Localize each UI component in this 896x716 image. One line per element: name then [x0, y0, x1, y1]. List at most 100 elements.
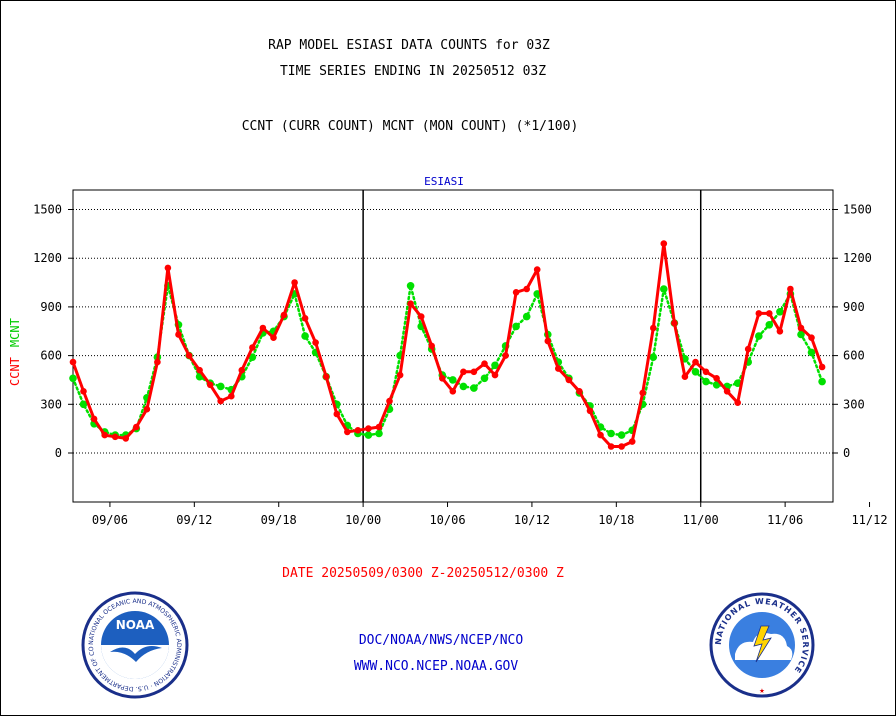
ccnt-point: [249, 344, 256, 351]
ccnt-point: [533, 266, 541, 273]
mcnt-point: [512, 322, 520, 331]
ccnt-point: [597, 431, 604, 439]
x-tick-label: 10/06: [429, 513, 465, 527]
ccnt-point: [175, 331, 182, 338]
mcnt-point: [765, 321, 774, 329]
ccnt-point: [607, 443, 615, 450]
mcnt-point: [459, 382, 468, 391]
ccnt-point: [101, 431, 108, 439]
mcnt-point: [776, 308, 784, 316]
ccnt-point: [154, 358, 161, 366]
x-tick-label: 11/12: [851, 513, 887, 527]
date-range-label: DATE 20250509/0300 Z-20250512/0300 Z: [282, 566, 564, 581]
ccnt-point: [449, 388, 457, 395]
ccnt-point: [818, 363, 826, 371]
ccnt-point: [671, 319, 678, 327]
ccnt-point: [766, 310, 773, 317]
x-tick-label: 11/06: [767, 513, 803, 527]
mcnt-point: [248, 353, 257, 362]
mcnt-point: [691, 368, 700, 376]
y-tick-label-left: 600: [40, 349, 62, 363]
y-tick-label-left: 300: [40, 397, 62, 411]
ccnt-point: [111, 433, 119, 441]
mcnt-point: [216, 382, 225, 391]
chart-panel-title: ESIASI: [424, 175, 464, 188]
ccnt-point: [375, 423, 383, 431]
x-tick-label: 10/12: [514, 513, 550, 527]
mcnt-point: [301, 332, 309, 340]
ccnt-point: [586, 407, 594, 415]
website-link[interactable]: WWW.NCO.NCEP.NOAA.GOV: [353, 659, 519, 674]
y-tick-label-left: 1500: [33, 203, 62, 217]
ccnt-point: [417, 313, 425, 320]
mcnt-point: [406, 282, 415, 290]
chart-subtitle: CCNT (CURR COUNT) MCNT (MON COUNT) (*1/1…: [241, 119, 579, 134]
y-axis-label-mcnt: MCNT: [8, 318, 22, 347]
mcnt-point: [470, 384, 478, 392]
mcnt-point: [660, 285, 668, 293]
x-tick-label: 09/12: [176, 513, 212, 527]
ccnt-point: [639, 389, 646, 397]
ccnt-point: [301, 315, 309, 322]
ccnt-point: [723, 388, 731, 395]
y-tick-label-left: 0: [55, 446, 62, 460]
ccnt-point: [618, 443, 625, 450]
ccnt-point: [439, 375, 446, 382]
y-tick-label-right: 600: [843, 349, 865, 363]
ccnt-point: [744, 345, 752, 353]
ccnt-point: [333, 410, 341, 418]
mcnt-point: [797, 330, 805, 339]
x-tick-label: 10/18: [598, 513, 634, 527]
ccnt-point: [312, 339, 319, 346]
ccnt-point: [133, 423, 140, 431]
y-tick-label-right: 900: [843, 300, 865, 314]
mcnt-point: [449, 376, 457, 384]
nws-logo: NATIONAL WEATHER SERVICE ★: [709, 592, 815, 698]
noaa-logo-text: NOAA: [116, 618, 155, 632]
ccnt-point: [650, 324, 657, 332]
x-tick-label: 11/00: [683, 513, 719, 527]
y-tick-label-right: 1500: [843, 203, 872, 217]
y-tick-label-left: 1200: [33, 251, 62, 265]
y-tick-label-right: 300: [843, 397, 865, 411]
y-tick-label-right: 1200: [843, 251, 872, 265]
mcnt-point: [522, 312, 531, 321]
x-tick-label: 09/06: [92, 513, 128, 527]
mcnt-point: [69, 374, 77, 383]
nws-star-icon: ★: [759, 686, 765, 696]
ccnt-point: [122, 435, 130, 442]
mcnt-point: [617, 431, 626, 439]
ccnt-point: [344, 428, 351, 436]
ccnt-point: [90, 415, 98, 423]
ccnt-point: [512, 289, 520, 296]
ccnt-point: [354, 427, 362, 434]
ccnt-point: [164, 264, 172, 272]
ccnt-point: [196, 366, 203, 374]
ccnt-point: [386, 397, 393, 405]
ccnt-point: [660, 240, 668, 247]
ccnt-point: [555, 365, 562, 372]
chart-title-line1: RAP MODEL ESIASI DATA COUNTS for 03Z: [268, 38, 550, 53]
ccnt-point: [185, 352, 193, 359]
ccnt-point: [365, 425, 372, 432]
mcnt-point: [375, 429, 383, 438]
ccnt-point: [755, 310, 763, 317]
ccnt-point: [481, 360, 488, 368]
mcnt-point: [79, 400, 88, 409]
ccnt-point: [460, 368, 467, 376]
ccnt-point: [238, 366, 246, 374]
ccnt-point: [80, 388, 87, 395]
mcnt-point: [702, 377, 710, 386]
ccnt-point: [291, 279, 298, 286]
chart-title-line2: TIME SERIES ENDING IN 20250512 03Z: [279, 64, 547, 79]
y-axis-label-ccnt: CCNT: [8, 357, 22, 386]
ccnt-point: [259, 324, 267, 332]
ccnt-point: [322, 373, 330, 381]
ccnt-point: [228, 392, 235, 400]
ccnt-point: [565, 376, 573, 384]
ccnt-point: [206, 381, 214, 389]
y-tick-label-right: 0: [843, 446, 850, 460]
mcnt-point: [807, 348, 816, 357]
ccnt-point: [270, 334, 277, 342]
